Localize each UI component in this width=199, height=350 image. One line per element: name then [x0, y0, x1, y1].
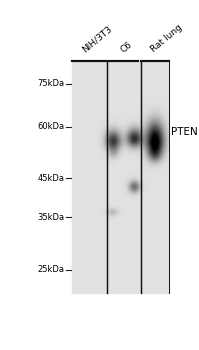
Text: 60kDa: 60kDa	[37, 122, 64, 131]
Text: 75kDa: 75kDa	[37, 79, 64, 88]
Bar	[72, 61, 138, 293]
Text: Rat lung: Rat lung	[149, 23, 184, 54]
Text: 35kDa: 35kDa	[37, 213, 64, 222]
Text: C6: C6	[119, 40, 134, 54]
Text: 45kDa: 45kDa	[37, 174, 64, 183]
Bar	[141, 61, 169, 293]
Text: PTEN: PTEN	[171, 127, 197, 137]
Text: 25kDa: 25kDa	[37, 265, 64, 274]
Text: NIH/3T3: NIH/3T3	[80, 24, 113, 54]
